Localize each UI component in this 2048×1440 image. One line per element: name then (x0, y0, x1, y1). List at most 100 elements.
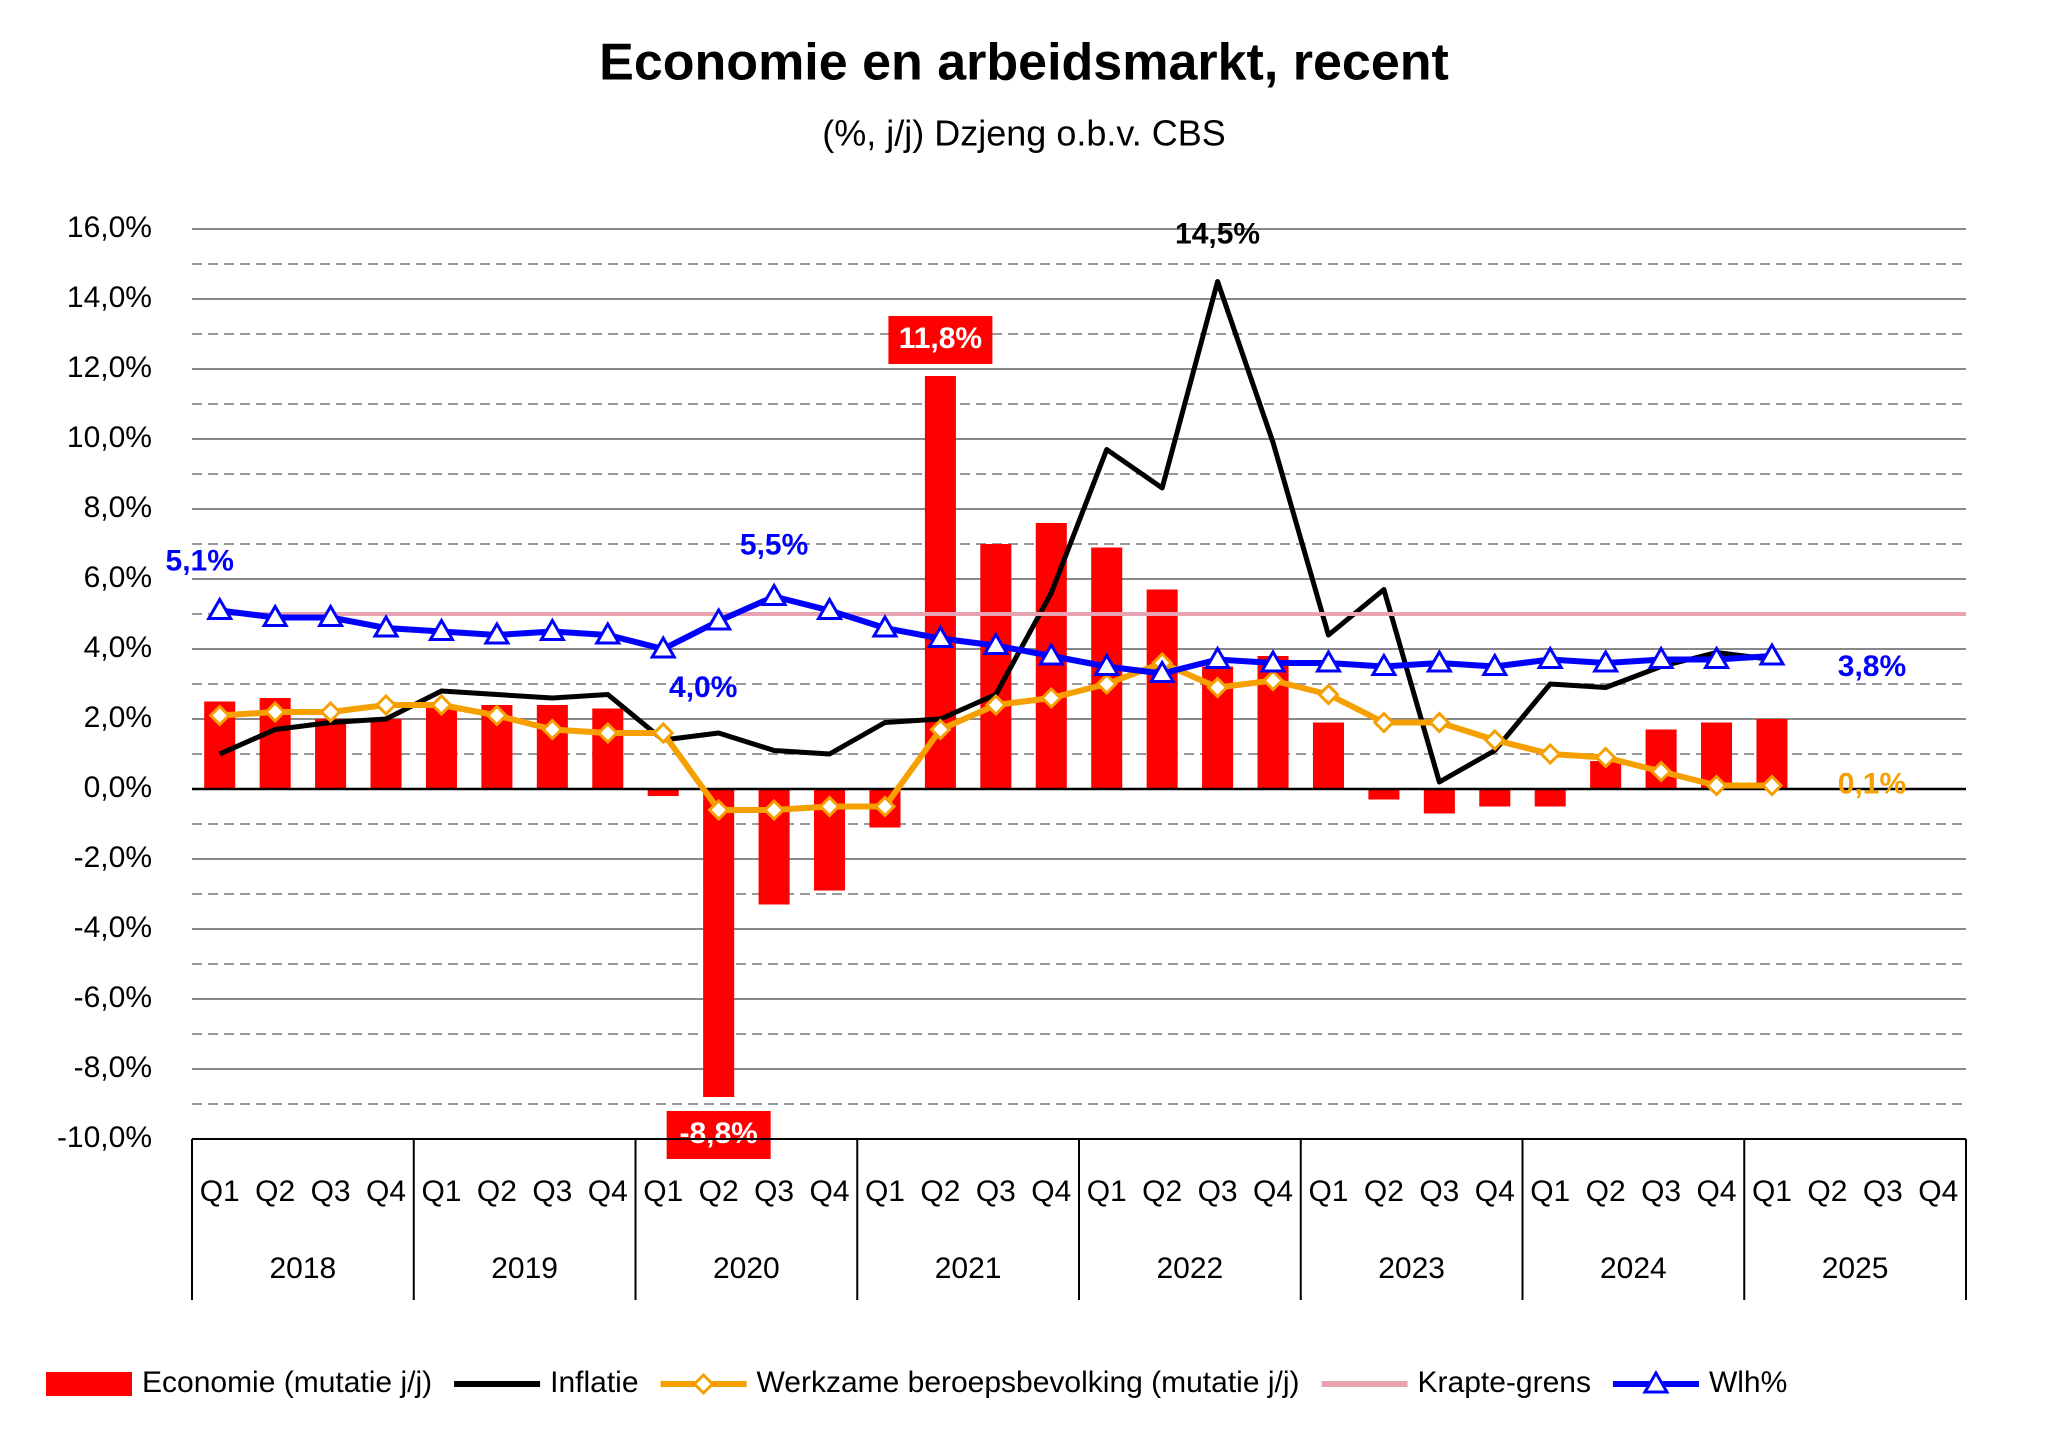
x-group-label: 2018 (270, 1252, 337, 1285)
diamond-marker (984, 693, 1007, 717)
triangle-marker (261, 603, 289, 627)
x-tick-label: Q2 (1586, 1175, 1626, 1208)
triangle-marker (538, 617, 566, 641)
x-tick-label: Q4 (588, 1175, 628, 1208)
data-label: 3,8% (1838, 650, 1906, 683)
x-tick-label: Q3 (1863, 1175, 1903, 1208)
triangle-marker (1702, 645, 1731, 669)
triangle-marker (1425, 649, 1453, 673)
x-tick-label: Q1 (1530, 1175, 1570, 1208)
bar (1534, 789, 1566, 807)
legend-label: Economie (mutatie j/j) (142, 1366, 432, 1399)
y-tick-label: -10,0% (57, 1121, 152, 1154)
legend-item: Economie (mutatie j/j) (46, 1366, 432, 1399)
legend-marker (1642, 1370, 1670, 1394)
x-tick-label: Q1 (1087, 1175, 1127, 1208)
x-tick-label: Q4 (810, 1175, 850, 1208)
diamond-marker (707, 798, 730, 822)
triangle-marker (372, 614, 400, 638)
legend-item: Inflatie (454, 1366, 639, 1399)
diamond-marker (596, 721, 619, 745)
triangle-marker (483, 621, 511, 645)
x-tick-label: Q1 (865, 1175, 905, 1208)
diamond-marker (430, 693, 453, 717)
triangle-marker (1536, 645, 1564, 669)
y-tick-label: 0,0% (84, 771, 152, 804)
x-tick-label: Q2 (920, 1175, 960, 1208)
bar (370, 719, 402, 789)
bar (592, 708, 624, 789)
x-tick-label: Q4 (366, 1175, 406, 1208)
triangle-marker (594, 621, 622, 645)
diamond-marker (1428, 711, 1451, 734)
bar (425, 705, 457, 789)
diamond-marker (1095, 672, 1118, 696)
y-tick-label: 6,0% (84, 561, 152, 594)
data-label: 5,1% (166, 544, 234, 577)
x-tick-label: Q3 (532, 1175, 572, 1208)
x-tick-label: Q4 (1031, 1175, 1071, 1208)
y-tick-label: -8,0% (74, 1051, 152, 1084)
x-tick-label: Q1 (421, 1175, 461, 1208)
x-tick-label: Q3 (311, 1175, 351, 1208)
diamond-marker (652, 721, 675, 745)
x-tick-label: Q2 (1807, 1175, 1847, 1208)
diamond-marker (1539, 742, 1562, 766)
x-group-label: 2019 (491, 1252, 558, 1285)
x-group-label: 2022 (1157, 1252, 1224, 1285)
diamond-marker (1372, 711, 1396, 734)
y-tick-label: 8,0% (84, 491, 152, 524)
triangle-marker (1592, 649, 1620, 673)
y-tick-label: 2,0% (84, 701, 152, 734)
triangle-marker (760, 582, 788, 606)
triangle-marker (1370, 652, 1398, 676)
bar (980, 544, 1012, 789)
diamond-marker (374, 693, 398, 717)
diamond-marker (485, 704, 509, 727)
diamond-marker (762, 798, 786, 822)
x-tick-label: Q3 (1419, 1175, 1459, 1208)
diamond-marker (929, 718, 952, 741)
diamond-marker (1483, 728, 1506, 752)
bar (703, 789, 735, 1097)
diamond-marker (1705, 774, 1728, 797)
x-tick-label: Q3 (1641, 1175, 1681, 1208)
x-group-label: 2025 (1822, 1252, 1889, 1285)
triangle-marker (982, 631, 1010, 655)
diamond-marker (264, 700, 287, 724)
x-tick-label: Q2 (255, 1175, 295, 1208)
triangle-marker (1314, 649, 1343, 673)
diamond-marker (208, 704, 231, 727)
y-tick-label: 16,0% (67, 211, 152, 244)
triangle-marker (649, 635, 677, 659)
x-tick-label: Q2 (699, 1175, 739, 1208)
bar (1146, 589, 1178, 789)
x-tick-label: Q4 (1697, 1175, 1737, 1208)
bar (536, 705, 568, 789)
chart-title: Economie en arbeidsmarkt, recent (599, 34, 1449, 92)
data-label: 0,1% (1838, 767, 1906, 800)
x-tick-label: Q2 (1142, 1175, 1182, 1208)
x-tick-label: Q4 (1253, 1175, 1293, 1208)
x-group-label: 2024 (1600, 1252, 1667, 1285)
triangle-marker (206, 596, 234, 620)
legend-label: Wlh% (1709, 1366, 1787, 1399)
diamond-marker (1594, 746, 1617, 769)
triangle-marker (705, 607, 733, 631)
triangle-marker (1093, 652, 1121, 676)
triangle-marker (1203, 645, 1232, 669)
bar (1368, 789, 1400, 800)
legend-swatch (46, 1372, 132, 1396)
chart-subtitle: (%, j/j) Dzjeng o.b.v. CBS (822, 113, 1225, 154)
triangle-marker (1758, 642, 1786, 666)
x-tick-label: Q1 (1752, 1175, 1792, 1208)
triangle-marker (1259, 649, 1287, 673)
bar (1479, 789, 1511, 807)
y-tick-label: 4,0% (84, 631, 152, 664)
x-group-label: 2023 (1378, 1252, 1445, 1285)
data-label: 11,8% (899, 322, 982, 355)
triangle-marker (1037, 642, 1065, 666)
diamond-marker (1206, 676, 1229, 699)
legend-label: Krapte-grens (1418, 1366, 1591, 1399)
